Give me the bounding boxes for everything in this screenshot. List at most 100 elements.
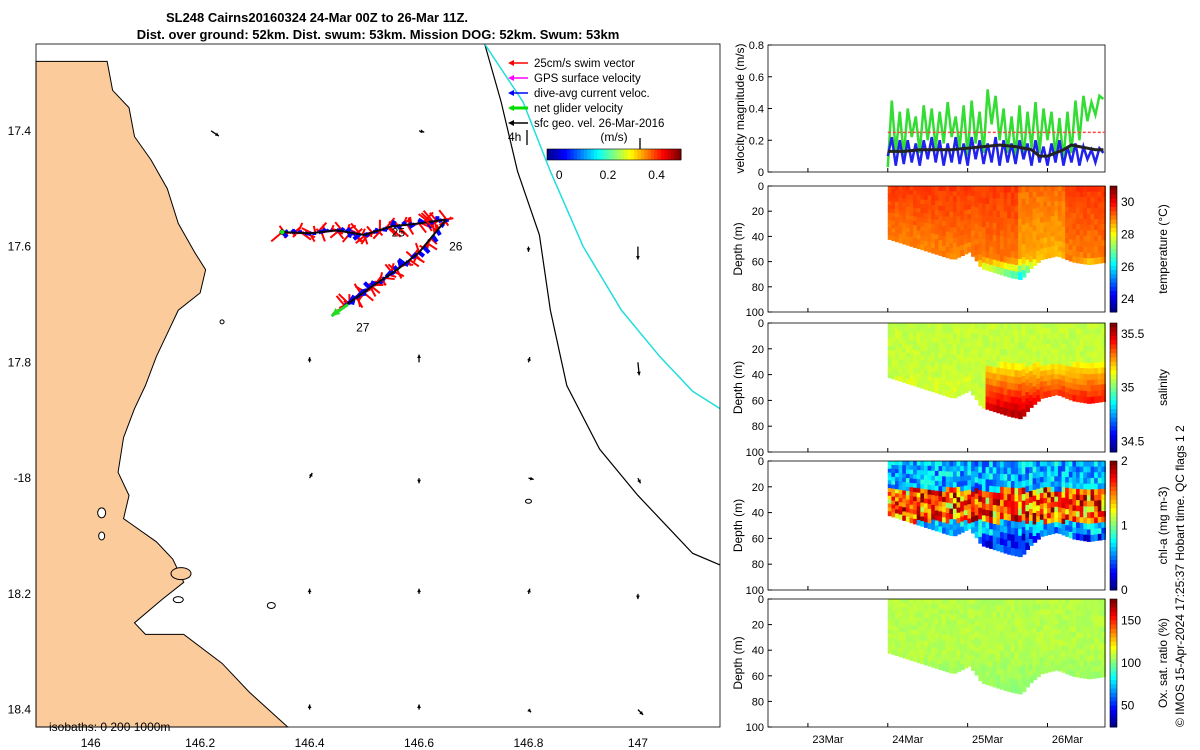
section-cell xyxy=(887,231,893,237)
section-cell xyxy=(1043,661,1049,669)
section-cell xyxy=(971,338,976,345)
section-cell xyxy=(1007,376,1012,384)
section-cell xyxy=(1094,252,1099,259)
colorbar-cell xyxy=(547,149,551,160)
section-cell xyxy=(1101,670,1106,678)
section-cell xyxy=(945,599,951,606)
section-cell xyxy=(887,220,893,225)
section-cell xyxy=(920,608,925,614)
section-cell xyxy=(1054,506,1059,513)
section-cell xyxy=(898,331,904,337)
section-cell xyxy=(902,202,907,208)
section-cell xyxy=(1043,196,1049,203)
section-cell xyxy=(1068,482,1074,490)
section-cell xyxy=(938,373,944,380)
section-cell xyxy=(909,625,915,631)
section-cell xyxy=(1047,201,1052,208)
section-cell xyxy=(887,511,893,517)
net-glider-velocity-head xyxy=(331,308,341,317)
section-colorbar-cell xyxy=(1110,529,1117,535)
section-cell xyxy=(1094,323,1099,330)
section-cell xyxy=(905,361,911,367)
section-colorbar-cell xyxy=(1110,663,1117,668)
section-cell xyxy=(996,186,1002,194)
section-cell xyxy=(1036,466,1041,474)
section-cell xyxy=(1043,211,1049,218)
section-cell xyxy=(963,377,969,384)
section-cell xyxy=(949,333,954,340)
section-cell xyxy=(945,461,951,468)
section-cell xyxy=(1025,605,1030,613)
section-cell xyxy=(1028,334,1034,342)
section-cell xyxy=(974,504,980,511)
section-cell xyxy=(1086,345,1092,353)
section-cell xyxy=(1079,511,1085,519)
section-cell xyxy=(992,373,998,381)
section-cell xyxy=(960,639,965,646)
section-cell xyxy=(1010,541,1016,549)
section-cell xyxy=(913,634,918,640)
section-cell xyxy=(978,490,983,498)
section-cell xyxy=(1018,494,1023,503)
section-cell xyxy=(1065,667,1070,675)
section-cell xyxy=(1021,356,1027,364)
section-cell xyxy=(949,508,954,515)
section-cell xyxy=(934,599,940,605)
section-cell xyxy=(1090,478,1096,485)
section-cell xyxy=(1079,202,1085,209)
section-cell xyxy=(989,335,994,343)
section-cell xyxy=(913,199,918,205)
section-cell xyxy=(1083,328,1088,336)
section-cell xyxy=(902,365,907,371)
section-cell xyxy=(913,487,918,494)
section-cell xyxy=(1097,251,1103,259)
section-cell xyxy=(895,367,900,373)
section-cell xyxy=(956,492,962,499)
section-cell xyxy=(974,531,980,539)
section-cell xyxy=(1061,211,1067,218)
section-cell xyxy=(1090,615,1096,623)
section-cell xyxy=(913,629,918,636)
section-cell xyxy=(934,239,940,246)
section-cell xyxy=(898,355,904,362)
section-cell xyxy=(1003,637,1009,646)
section-cell xyxy=(898,473,904,479)
section-cell xyxy=(902,206,907,212)
section-cell xyxy=(952,211,958,219)
section-cell xyxy=(887,338,893,344)
track-diagonal-swim-vector xyxy=(380,279,387,286)
section-cell xyxy=(971,328,976,335)
section-colorbar-cell xyxy=(1110,194,1117,200)
section-cell xyxy=(1036,477,1041,485)
section-cell xyxy=(938,491,944,498)
section-cell xyxy=(898,635,904,641)
section-cell xyxy=(934,234,940,241)
section-cell xyxy=(920,461,925,467)
section-cell xyxy=(1028,358,1034,366)
section-cell xyxy=(913,225,918,231)
section-cell xyxy=(967,195,973,202)
section-cell xyxy=(1097,533,1103,541)
section-cell xyxy=(1003,611,1009,620)
section-y-tick-label: 80 xyxy=(752,696,764,708)
section-cell xyxy=(1076,218,1081,226)
section-cell xyxy=(985,335,991,343)
section-cell xyxy=(1010,383,1016,391)
section-cell xyxy=(989,473,994,481)
section-cell xyxy=(1039,604,1045,611)
section-cell xyxy=(963,372,969,379)
section-cell xyxy=(1003,624,1009,633)
section-cell xyxy=(956,650,962,657)
section-cell xyxy=(1083,621,1088,629)
section-cell xyxy=(938,368,944,375)
section-cell xyxy=(1014,336,1020,345)
section-cell xyxy=(1028,616,1034,624)
section-cell xyxy=(1007,494,1012,502)
section-cell xyxy=(945,604,951,611)
section-cell xyxy=(1086,489,1092,497)
section-cell xyxy=(902,644,907,651)
section-cell xyxy=(1025,379,1030,387)
section-cell xyxy=(952,625,958,632)
colorbar-cell xyxy=(577,149,581,160)
section-cell xyxy=(895,233,900,239)
